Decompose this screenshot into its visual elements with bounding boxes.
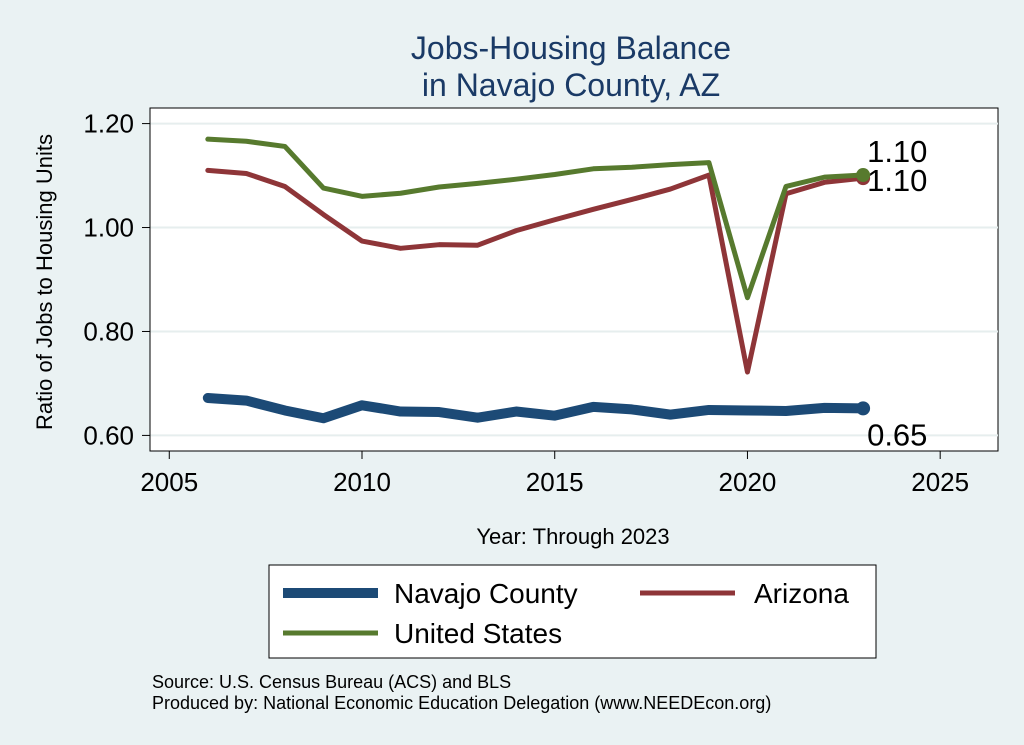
legend-box xyxy=(268,564,877,659)
y-tick-label: 1.00 xyxy=(83,213,134,243)
legend: Navajo County Arizona United States xyxy=(268,564,877,659)
x-tick-label: 2025 xyxy=(911,467,969,497)
x-tick-label: 2010 xyxy=(333,467,391,497)
end-point-united-states xyxy=(856,168,871,183)
x-tick-label: 2005 xyxy=(140,467,198,497)
series-line-arizona xyxy=(205,167,866,375)
source-line: Source: U.S. Census Bureau (ACS) and BLS xyxy=(152,672,511,692)
end-labels: 0.65 1.101.10 xyxy=(867,134,927,452)
y-tick-label: 0.80 xyxy=(83,316,134,346)
x-tick-label: 2015 xyxy=(526,467,584,497)
y-axis: 0.60 0.80 1.00 1.20 xyxy=(83,108,151,451)
series-line-united-states xyxy=(205,136,866,301)
plot-area xyxy=(149,107,999,452)
series-line-navajo-county xyxy=(202,392,869,424)
series-lines xyxy=(202,136,871,424)
produced-by-line: Produced by: National Economic Education… xyxy=(152,693,771,713)
y-tick-label: 1.20 xyxy=(83,109,134,139)
legend-label-arizona: Arizona xyxy=(754,578,849,609)
legend-label-navajo-county: Navajo County xyxy=(394,578,578,609)
chart-title-line-2: in Navajo County, AZ xyxy=(422,67,720,103)
x-axis-label: Year: Through 2023 xyxy=(476,524,669,549)
end-point-navajo-county xyxy=(856,401,871,416)
chart-title-line-1: Jobs-Housing Balance xyxy=(411,30,731,66)
end-label-arizona: 1.10 xyxy=(867,163,927,198)
end-label-united-states: 1.10 xyxy=(867,134,927,169)
legend-entry-arizona: Arizona xyxy=(640,578,849,609)
y-axis-label: Ratio of Jobs to Housing Units xyxy=(32,134,57,430)
end-label-navajo-county: 0.65 xyxy=(867,417,927,452)
legend-entry-navajo-county: Navajo County xyxy=(283,578,578,609)
y-tick-label: 0.60 xyxy=(83,420,134,450)
x-tick-label: 2020 xyxy=(719,467,777,497)
legend-entry-united-states: United States xyxy=(283,618,562,649)
legend-label-united-states: United States xyxy=(394,618,562,649)
gridlines xyxy=(150,122,998,437)
x-axis: 2005 2010 2015 2020 2025 xyxy=(140,450,998,497)
